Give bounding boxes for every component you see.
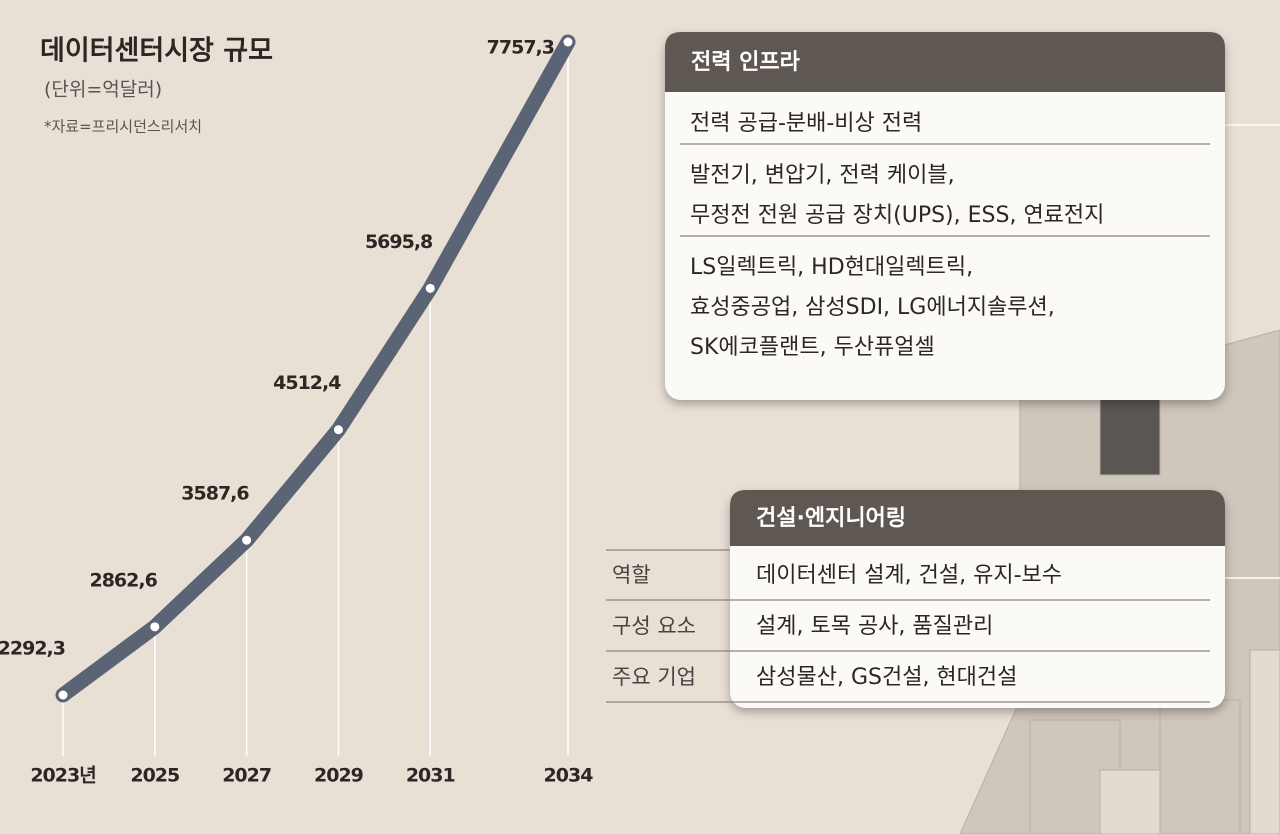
panel-header: [730, 490, 1225, 546]
x-tick-label: 2029: [314, 765, 363, 787]
data-point: [425, 283, 435, 293]
x-tick-label: 2034: [544, 765, 594, 787]
value-label: 2862,6: [89, 569, 157, 591]
data-point: [563, 37, 573, 47]
panel-title: 건설·엔지니어링: [756, 506, 906, 531]
x-tick-label: 2023년: [30, 765, 95, 787]
line-chart: 2023년 2025 2027 2029 2031 2034 2292,3 2862,6 358…: [0, 34, 594, 787]
value-label: 2292,3: [0, 638, 65, 660]
data-point: [333, 425, 343, 435]
x-tick-label: 2027: [222, 765, 271, 787]
panel-text: 효성중공업, 삼성SDI, LG에너지솔루션,: [690, 295, 1055, 320]
panel-text: 무정전 전원 공급 장치(UPS), ESS, 연료전지: [690, 203, 1104, 228]
panel-text: 발전기, 변압기, 전력 케이블,: [690, 163, 955, 188]
chart-title: 데이터센터시장 규모: [40, 36, 273, 67]
panel-text: 전력 공급-분배-비상 전력: [690, 111, 922, 136]
value-label: 7757,3: [487, 37, 554, 59]
data-point: [58, 690, 68, 700]
panel-text: 데이터센터 설계, 건설, 유지-보수: [756, 563, 1062, 588]
x-tick-label: 2025: [130, 765, 179, 787]
data-line: [55, 34, 576, 703]
value-label: 4512,4: [273, 372, 341, 394]
panel-body: [665, 32, 1225, 400]
panel-header: [665, 32, 1225, 92]
value-label: 3587,6: [181, 483, 249, 505]
row-label: 구성 요소: [612, 614, 696, 638]
panel-title: 전력 인프라: [691, 50, 801, 75]
data-point: [242, 535, 252, 545]
chart-subtitle: (단위=억달러): [44, 79, 162, 101]
row-label: 주요 기업: [612, 665, 696, 689]
source-note: *자료=프리시던스리서치: [44, 118, 202, 136]
panel-text: LS일렉트릭, HD현대일렉트릭,: [690, 255, 973, 280]
panel-text: 설계, 토목 공사, 품질관리: [756, 614, 993, 639]
panel-text: 삼성물산, GS건설, 현대건설: [756, 665, 1017, 690]
data-point: [150, 622, 160, 632]
x-tick-label: 2031: [406, 765, 455, 787]
panel-text: SK에코플랜트, 두산퓨얼셀: [690, 335, 935, 360]
row-label: 역할: [612, 563, 651, 587]
value-label: 5695,8: [365, 231, 433, 253]
